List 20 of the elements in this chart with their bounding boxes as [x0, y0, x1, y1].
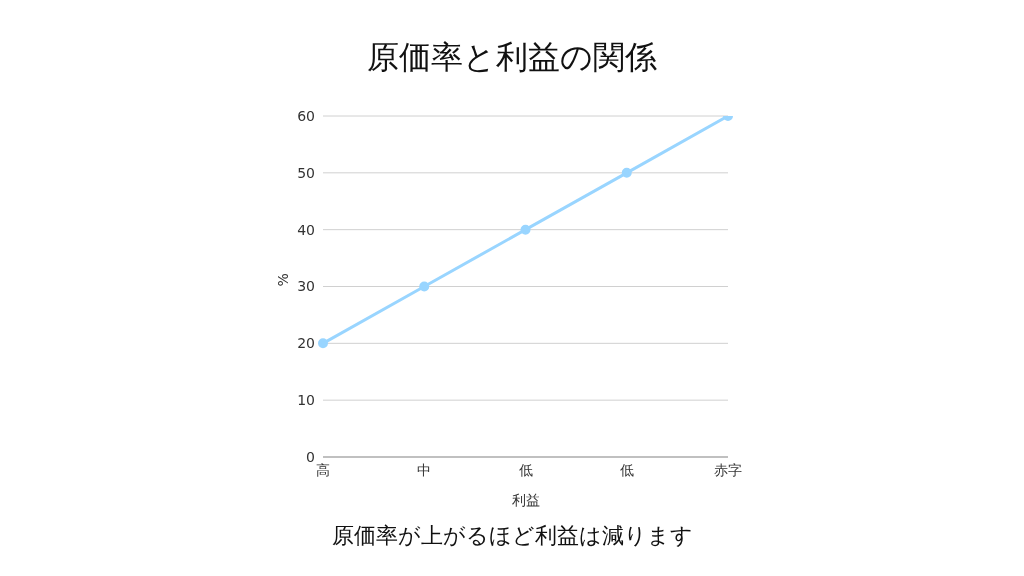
- y-tick-label: 0: [306, 448, 315, 465]
- x-axis-title: 利益: [511, 492, 540, 508]
- point: [621, 167, 632, 178]
- point: [318, 338, 328, 349]
- x-tick-label: 低: [518, 461, 533, 478]
- y-tick-label: 30: [297, 278, 315, 295]
- x-tick-label: 低: [619, 461, 634, 478]
- x-tick-label: 高: [316, 461, 330, 478]
- y-axis-title: %: [274, 273, 291, 287]
- chart-title: 原価率と利益の関係: [366, 37, 658, 78]
- y-tick-label: 50: [297, 164, 315, 181]
- text: 原価率が上がるほど利益は減ります: [330, 522, 694, 550]
- point: [520, 224, 531, 235]
- x-tick-label: 赤字: [714, 461, 742, 478]
- y-tick-label: 10: [297, 392, 315, 409]
- x-tick-label: 中: [417, 461, 432, 478]
- y-tick-label: 60: [297, 107, 315, 124]
- point: [419, 281, 430, 292]
- y-tick-label: 20: [297, 335, 315, 352]
- y-tick-label: 40: [297, 221, 315, 238]
